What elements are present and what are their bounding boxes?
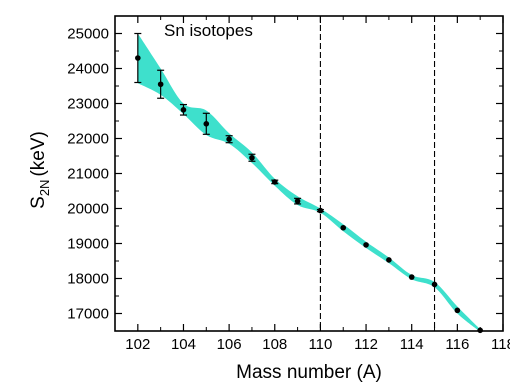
tick-layer: 102 104 106 108 110 112 114 116 118 17000 18000 190… <box>67 15 510 353</box>
plot-frame <box>114 15 504 332</box>
x-tick-label: 114 <box>400 336 424 353</box>
data-point <box>386 257 392 263</box>
uncertainty-band <box>137 33 481 331</box>
x-tick-label: 108 <box>262 336 287 353</box>
y-tick-label: 22000 <box>67 131 109 148</box>
y-tick-label: 23000 <box>67 96 109 113</box>
y-axis-label-main: S <box>28 196 49 209</box>
x-tick-label: 102 <box>125 336 150 353</box>
y-tick-label: 19000 <box>67 236 109 253</box>
data-point <box>203 121 210 127</box>
data-point <box>157 81 164 88</box>
x-tick-label: 116 <box>445 336 469 353</box>
data-point <box>454 307 461 314</box>
y-tick-label: 17000 <box>67 306 109 323</box>
marker-layer <box>134 32 483 334</box>
data-point <box>180 107 187 113</box>
x-tick-label: 112 <box>354 336 378 353</box>
y-axis-label-sub: 2N <box>37 180 52 197</box>
series-annotation: Sn isotopes <box>164 21 253 40</box>
y-axis-label-unit: (keV) <box>28 131 49 176</box>
data-point <box>249 154 255 161</box>
data-point <box>271 179 278 185</box>
data-point <box>363 242 369 248</box>
data-point <box>135 55 141 61</box>
y-tick-label: 24000 <box>67 61 109 78</box>
x-tick-label: 110 <box>308 336 332 353</box>
data-point <box>317 207 324 214</box>
data-point <box>340 224 347 231</box>
x-axis-label: Mass number (A) <box>236 362 382 383</box>
vline-layer <box>319 16 436 331</box>
x-tick-label: 118 <box>491 336 510 353</box>
y-tick-label: 18000 <box>67 271 109 288</box>
x-tick-label: 104 <box>171 336 196 353</box>
data-point <box>408 274 415 280</box>
y-tick-label: 25000 <box>67 26 109 43</box>
y-axis-label: S2N (keV) <box>28 131 52 209</box>
band-layer <box>137 33 481 331</box>
y-tick-label: 20000 <box>67 201 109 218</box>
data-point <box>431 281 438 288</box>
y-tick-label: 21000 <box>67 166 109 183</box>
data-point <box>294 198 301 204</box>
data-point <box>226 136 232 142</box>
x-tick-label: 106 <box>217 336 242 353</box>
